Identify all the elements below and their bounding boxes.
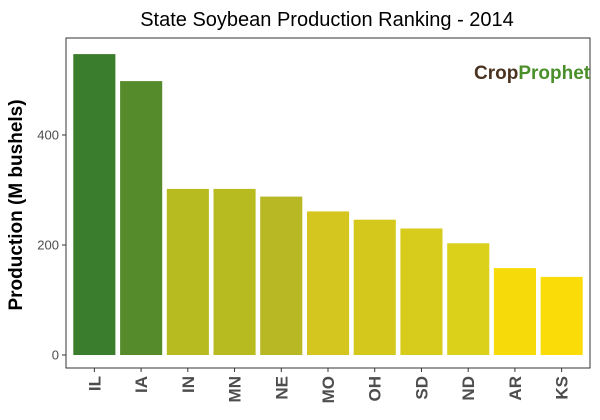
x-tick-label-ne: NE	[272, 376, 291, 400]
y-axis-label: Production (M bushels)	[6, 99, 27, 310]
x-tick-label-ks: KS	[553, 376, 572, 400]
y-tick-label: 0	[52, 348, 59, 363]
bar-ar	[493, 268, 536, 355]
x-tick-label-ar: AR	[506, 376, 525, 401]
bar-ks	[540, 276, 583, 355]
bars-group	[73, 54, 583, 355]
logo-text-prophet: Prophet	[518, 63, 590, 84]
bar-mo	[307, 211, 350, 355]
bar-mn	[213, 188, 256, 355]
x-tick-label-ia: IA	[132, 376, 151, 393]
bar-ne	[260, 196, 303, 355]
logo-text-crop: Crop	[474, 63, 518, 84]
x-ticks-group: IL IA IN MN NE MO OH SD ND AR KS	[85, 368, 572, 403]
x-tick-label-in: IN	[179, 376, 198, 393]
x-tick-label-sd: SD	[412, 376, 431, 400]
bar-ia	[120, 81, 163, 355]
bar-in	[166, 188, 209, 355]
x-tick-label-mn: MN	[226, 376, 245, 402]
y-tick-label: 400	[37, 128, 59, 143]
y-tick-label: 200	[37, 238, 59, 253]
x-tick-label-mo: MO	[319, 376, 338, 403]
cropprophet-logo: CropProphet	[474, 63, 591, 84]
bar-oh	[353, 219, 396, 355]
x-tick-label-oh: OH	[366, 376, 385, 402]
x-tick-label-nd: ND	[459, 376, 478, 401]
bar-il	[73, 54, 116, 355]
x-tick-label-il: IL	[85, 376, 104, 391]
bar-nd	[447, 243, 490, 355]
bar-sd	[400, 228, 443, 355]
y-ticks-group: 0 200 400	[37, 128, 66, 363]
chart-title: State Soybean Production Ranking - 2014	[140, 9, 514, 31]
